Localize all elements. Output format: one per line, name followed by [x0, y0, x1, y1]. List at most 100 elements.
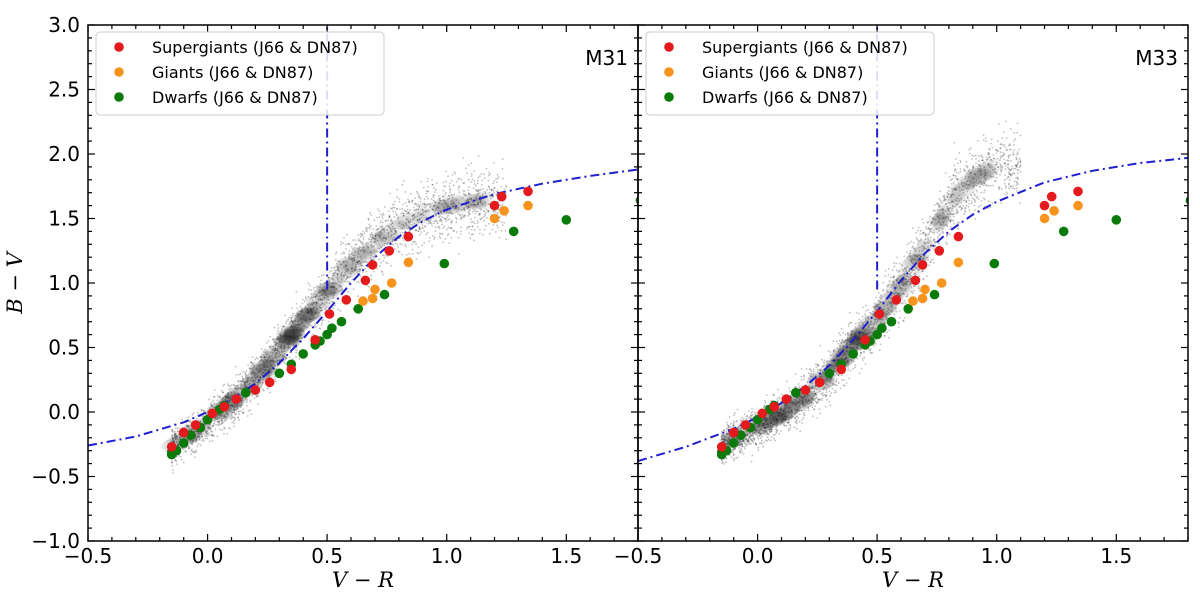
legend-marker-supergiants	[114, 42, 124, 52]
x-tick-label: 1.5	[550, 544, 582, 568]
point-dwarfs-m33	[1058, 226, 1069, 237]
y-tick-label: 3.0	[48, 13, 80, 37]
point-supergiants-m31	[286, 364, 297, 375]
point-dwarfs-m33	[728, 438, 739, 448]
legend-label-dwarfs: Dwarfs (J66 & DN87)	[152, 88, 318, 107]
density-cloud-m31	[160, 155, 508, 474]
y-axis-label: B − V	[3, 250, 27, 314]
point-giants-m31	[367, 293, 378, 304]
point-giants-m31	[370, 284, 380, 295]
point-supergiants-m33	[781, 394, 792, 404]
point-supergiants-m33	[1073, 186, 1083, 197]
point-dwarfs-m31	[439, 258, 450, 269]
legend-label-giants: Giants (J66 & DN87)	[702, 63, 863, 82]
x-tick-label: 0.0	[742, 544, 774, 568]
legend-marker-dwarfs	[114, 92, 124, 102]
point-giants-m33	[1049, 206, 1059, 216]
point-supergiants-m31	[178, 427, 189, 438]
point-dwarfs-m33	[848, 349, 858, 359]
point-supergiants-m31	[360, 275, 371, 286]
panel-label-m31: M31	[585, 46, 628, 70]
point-giants-m31	[499, 206, 509, 216]
point-supergiants-m33	[1046, 191, 1057, 202]
point-giants-m33	[1073, 200, 1083, 211]
point-giants-m33	[936, 278, 947, 288]
point-supergiants-m33	[769, 402, 780, 412]
point-dwarfs-m33	[791, 387, 801, 398]
legend-label-dwarfs: Dwarfs (J66 & DN87)	[702, 88, 868, 107]
point-supergiants-m31	[367, 260, 378, 270]
legend-label-supergiants: Supergiants (J66 & DN87)	[702, 38, 908, 57]
point-supergiants-m33	[728, 427, 739, 438]
point-supergiants-m33	[716, 442, 727, 452]
point-dwarfs-m31	[274, 368, 285, 379]
point-giants-m33	[1039, 213, 1050, 224]
point-supergiants-m33	[1039, 200, 1050, 211]
point-dwarfs-m31	[336, 316, 347, 327]
point-supergiants-m31	[310, 335, 321, 345]
point-dwarfs-m33	[824, 368, 835, 379]
x-tick-label: −0.5	[614, 544, 663, 568]
legend-label-supergiants: Supergiants (J66 & DN87)	[152, 38, 358, 57]
point-supergiants-m31	[219, 402, 230, 412]
point-supergiants-m33	[757, 408, 768, 419]
point-supergiants-m33	[917, 260, 928, 270]
legend-marker-giants	[664, 67, 674, 77]
point-dwarfs-m33	[989, 258, 1000, 269]
point-dwarfs-m31	[635, 196, 638, 205]
y-tick-label: −1.0	[31, 529, 80, 553]
point-supergiants-m31	[166, 442, 177, 452]
legend-marker-supergiants	[664, 42, 674, 52]
x-tick-label: 0.5	[311, 544, 343, 568]
legend-m31: Supergiants (J66 & DN87) Giants (J66 & DN…	[95, 31, 385, 116]
boundary-curve-m31	[88, 168, 638, 447]
point-supergiants-m31	[264, 377, 275, 388]
x-tick-label: 0.5	[861, 544, 893, 568]
point-giants-m31	[523, 200, 533, 211]
point-supergiants-m31	[250, 385, 261, 395]
x-tick-label: 1.0	[981, 544, 1013, 568]
point-supergiants-m33	[860, 335, 870, 345]
y-tick-label: −0.5	[31, 465, 80, 489]
point-supergiants-m31	[403, 231, 414, 242]
data-points-layer	[166, 186, 1188, 460]
ticks-layer: −0.5 0.0 0.5 1.0 1.5 −0.5 0.0 0.5 1.0 1.5−1.0−0.5…	[31, 13, 1189, 568]
point-dwarfs-m31	[298, 349, 309, 359]
x-axis-label-m31: V − R	[332, 568, 394, 592]
point-dwarfs-m33	[877, 323, 887, 334]
point-dwarfs-m31	[353, 304, 364, 314]
point-supergiants-m31	[384, 246, 395, 256]
point-supergiants-m31	[207, 408, 218, 419]
point-giants-m31	[403, 257, 414, 268]
point-supergiants-m31	[496, 191, 507, 202]
y-tick-label: 1.0	[48, 271, 80, 295]
legend-label-giants: Giants (J66 & DN87)	[152, 63, 313, 82]
point-dwarfs-m33	[886, 316, 897, 327]
point-dwarfs-m31	[379, 289, 390, 300]
point-supergiants-m31	[489, 200, 500, 211]
point-dwarfs-m31	[561, 215, 572, 225]
y-tick-label: 2.5	[48, 78, 80, 102]
panel-label-m33: M33	[1135, 46, 1178, 70]
point-supergiants-m31	[523, 186, 533, 197]
point-giants-m31	[489, 213, 500, 224]
point-supergiants-m31	[324, 309, 335, 319]
point-dwarfs-m31	[327, 323, 337, 334]
point-giants-m33	[917, 293, 928, 304]
x-tick-label: 1.5	[1100, 544, 1132, 568]
legends-layer: Supergiants (J66 & DN87) Giants (J66 & DN…	[95, 31, 1178, 116]
point-supergiants-m33	[910, 275, 921, 286]
y-tick-label: 2.0	[48, 142, 80, 166]
point-supergiants-m33	[934, 246, 945, 256]
x-tick-label: 0.0	[192, 544, 224, 568]
y-tick-label: 1.5	[48, 207, 80, 231]
point-giants-m33	[953, 257, 964, 268]
y-tick-label: 0.5	[48, 336, 80, 360]
point-dwarfs-m33	[903, 304, 913, 314]
point-supergiants-m31	[190, 420, 201, 430]
legend-marker-dwarfs	[664, 92, 674, 102]
point-supergiants-m33	[874, 309, 885, 319]
point-supergiants-m31	[341, 295, 352, 305]
x-tick-label: −0.5	[64, 544, 113, 568]
